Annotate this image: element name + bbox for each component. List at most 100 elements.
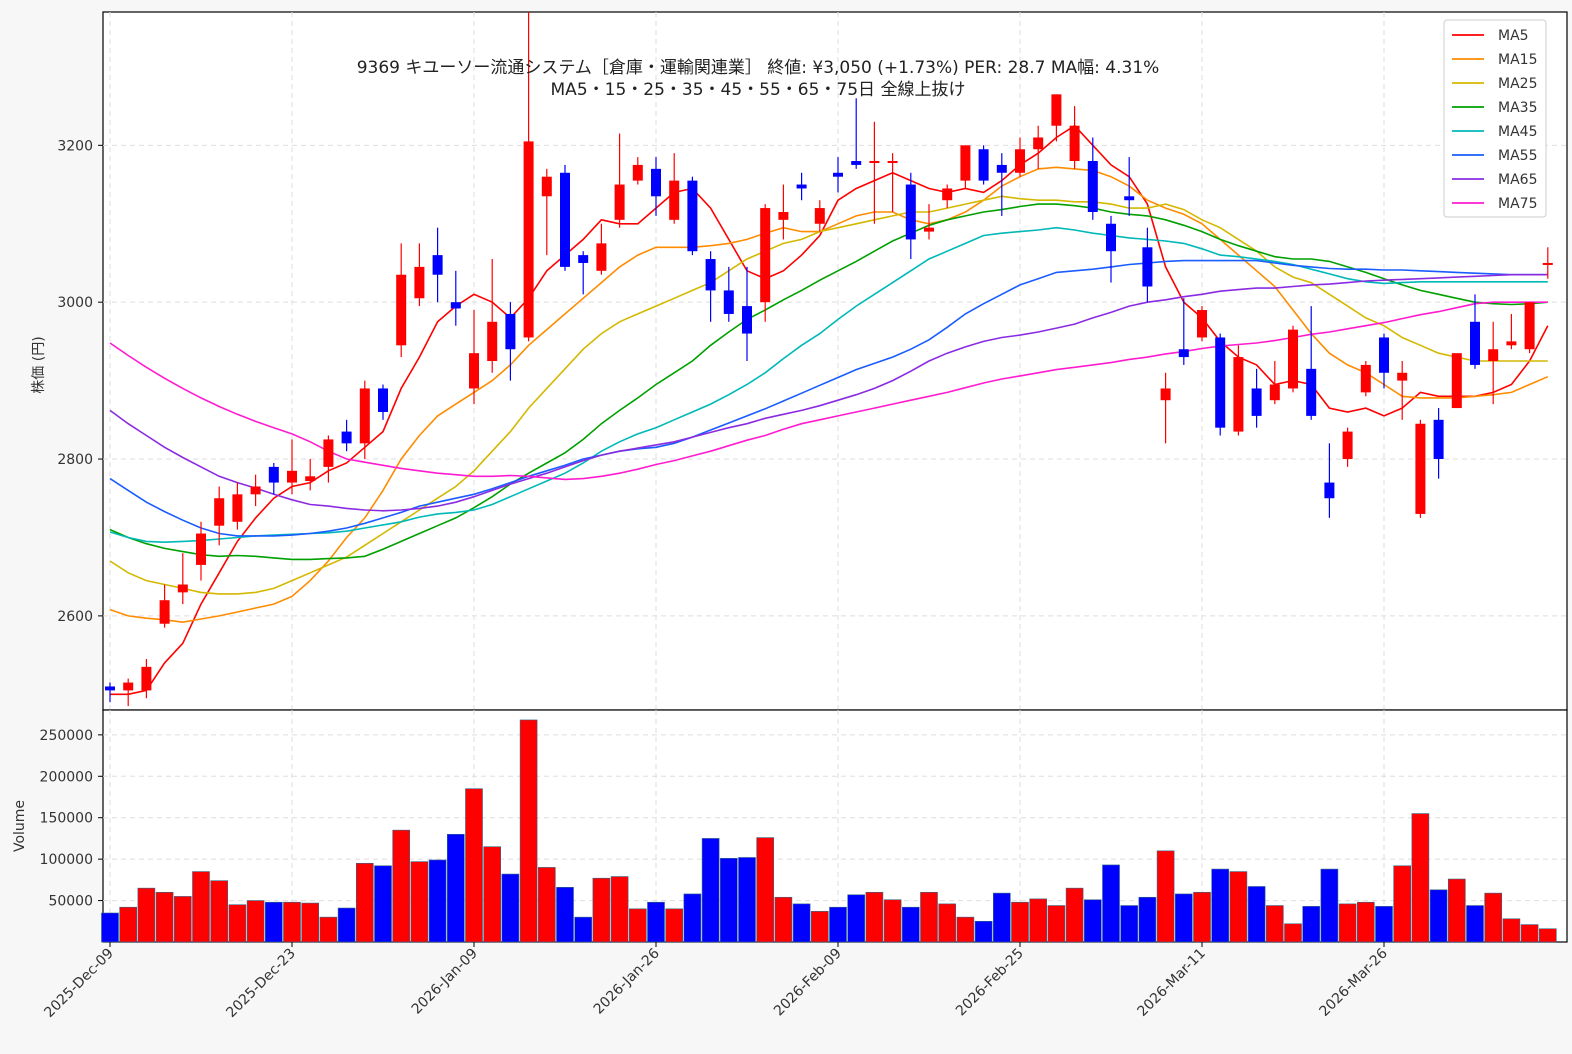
candle-body [1160,388,1171,401]
candle-body [378,388,388,412]
ma-line-ma75 [109,301,1548,481]
volume-panel: 50000 100000 150000 200000 250000 Volume [12,709,1568,943]
candle-body [996,164,1007,173]
price-y-ticks: 2600 2800 3000 3200 [57,138,103,625]
volume-bar [920,891,938,943]
volume-bar [1247,886,1266,943]
candle-body [414,266,425,299]
candle-body [578,255,589,263]
volume-bar [192,871,210,943]
candle-body [268,466,279,483]
candle-body [651,168,661,197]
candle-body [1233,357,1244,432]
legend-label-ma45: MA45 [1498,124,1537,140]
candle-body [523,141,534,338]
candle-body [323,439,334,467]
volume-bar [1320,868,1339,943]
volume-bar [1393,865,1411,943]
candle-body [123,682,134,691]
volume-bar [246,900,265,943]
volume-bar [1520,924,1539,943]
volume-bar [628,908,647,943]
volume-bar [883,899,902,943]
candle-body [1415,423,1426,514]
volume-bar [1484,892,1502,943]
candle-body [214,498,225,526]
volume-bar [537,867,556,943]
volume-bar [155,891,174,943]
volume-bar [1429,889,1448,943]
volume-bar [683,893,702,943]
candle-body [1106,223,1116,252]
candle-body [905,184,916,240]
candle-body [1488,349,1499,361]
volume-bar [719,858,738,943]
candle-body [705,259,716,291]
volume-bar [446,833,465,943]
candle-body [1470,321,1480,365]
legend-label-ma55: MA55 [1498,148,1537,164]
volume-bar [1065,887,1084,943]
candle-body [341,431,352,444]
volume-bar [1156,850,1175,943]
volume-bar [337,907,356,943]
volume-bar [1138,896,1157,943]
candle-body [1506,341,1517,346]
volume-bar [392,829,411,943]
volume-bar [665,908,684,943]
candle-body [796,184,807,189]
candle-body [450,302,461,309]
candle-body [869,161,880,164]
volume-bar [1502,918,1521,943]
candle-body [541,176,552,197]
moving-average-lines [109,124,1549,696]
candle-body [632,164,643,181]
volume-bar [301,902,320,943]
candle-body [978,149,989,181]
volume-bar [1466,905,1484,943]
volume-bar [1211,868,1229,943]
volume-bar [1229,871,1248,943]
candle-body [760,208,771,303]
volume-bar [174,896,192,943]
volume-bars [101,719,1557,943]
legend-label-ma75: MA75 [1498,196,1537,212]
candle-body [687,180,698,252]
candle-body [196,533,206,565]
volume-tick-label: 100000 [40,852,93,868]
candle-body [1178,349,1189,358]
candle-body [924,227,934,232]
candle-body [1051,94,1062,126]
volume-bar [774,896,793,943]
volume-bar [137,887,156,943]
candle-body [250,486,261,495]
candle-body [814,208,825,224]
volume-bar [1102,864,1120,943]
volume-bar [119,906,137,943]
legend-label-ma65: MA65 [1498,172,1537,188]
volume-bar [410,861,429,943]
candle-body [1397,372,1408,381]
volume-bar [574,916,593,943]
candlesticks [105,12,1553,707]
volume-bar [465,788,483,943]
candle-body [1433,419,1444,460]
volume-bar [1411,813,1430,943]
candle-body [1015,149,1025,173]
volume-bar [1029,898,1047,943]
candle-body [1342,431,1353,460]
candle-body [887,161,898,164]
volume-y-ticks: 50000 100000 150000 200000 250000 [40,728,103,910]
candle-body [742,306,752,334]
volume-bar [1047,905,1066,943]
price-y-axis-label: 株価 (円) [31,336,47,393]
volume-bar [1448,878,1466,943]
candle-body [1360,364,1371,393]
candle-body [1251,388,1262,416]
candle-body [1197,310,1207,338]
candle-body [469,353,479,389]
candle-body [1033,137,1044,150]
candle-body [487,321,498,361]
candle-body [159,600,170,624]
